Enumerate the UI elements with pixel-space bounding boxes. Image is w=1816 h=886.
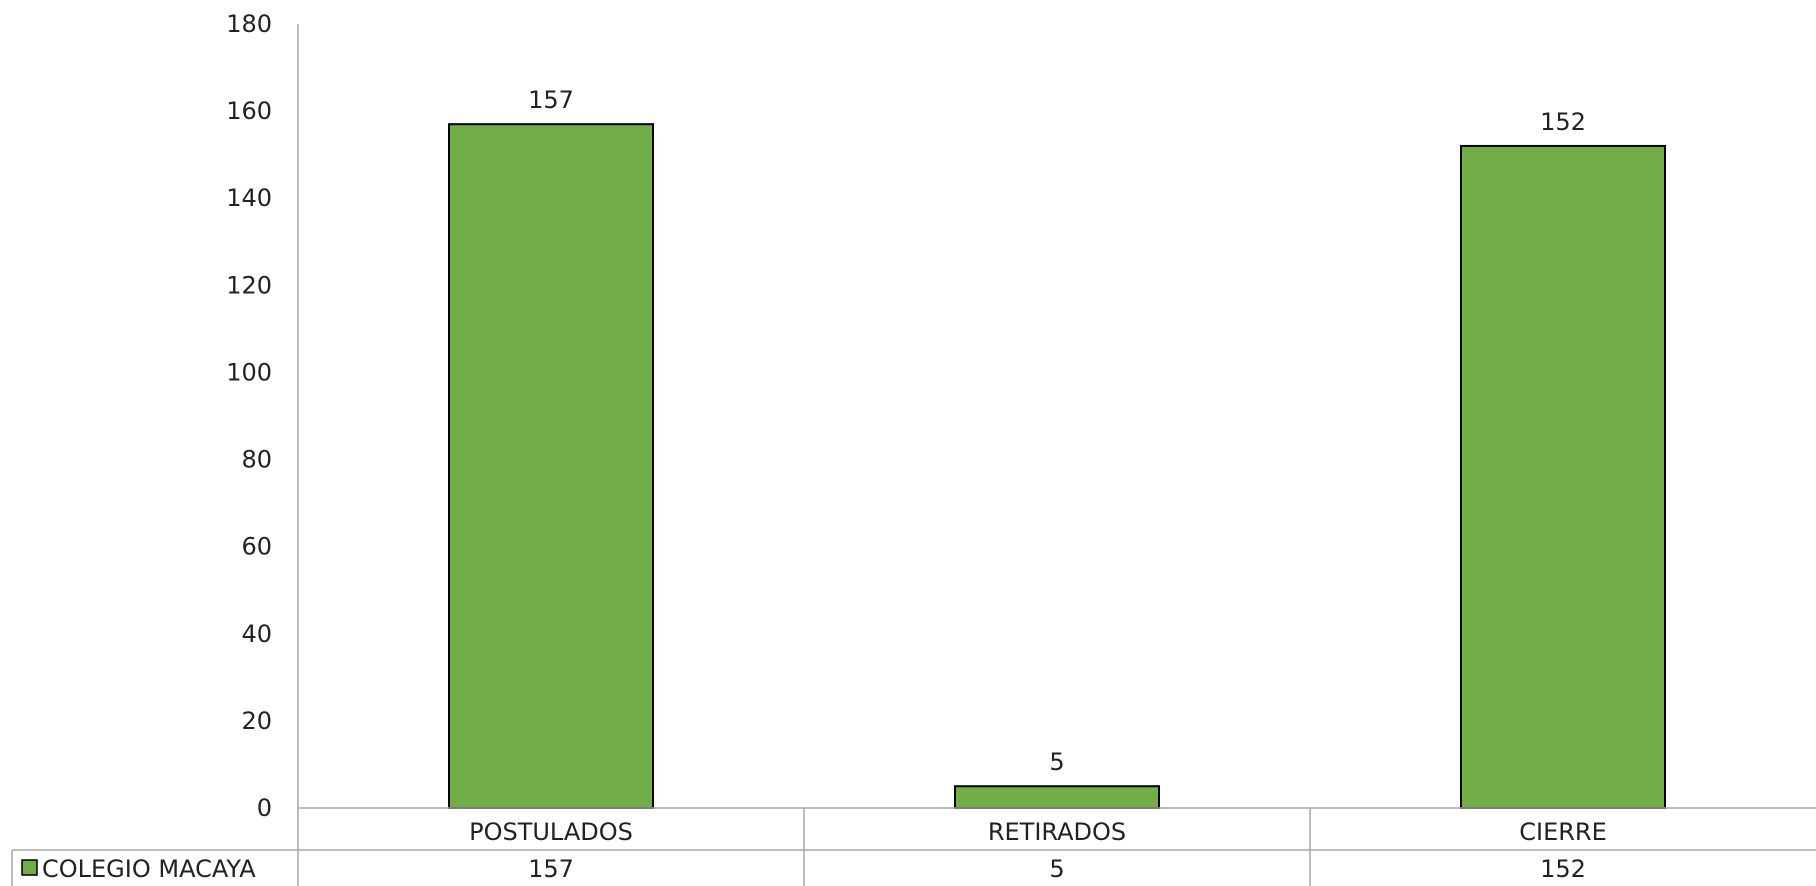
y-tick-label: 100 bbox=[226, 358, 272, 386]
data-label-retirados: 5 bbox=[1049, 748, 1064, 776]
y-tick-label: 140 bbox=[226, 184, 272, 212]
legend-series-name: COLEGIO MACAYA bbox=[42, 855, 256, 883]
y-tick-label: 80 bbox=[241, 446, 272, 474]
y-tick-label: 60 bbox=[241, 533, 272, 561]
data-labels: 157 5 152 bbox=[528, 86, 1586, 776]
y-tick-label: 20 bbox=[241, 707, 272, 735]
y-tick-label: 0 bbox=[257, 794, 272, 822]
table-value-postulados: 157 bbox=[528, 855, 574, 883]
bar-retirados bbox=[954, 785, 1160, 810]
data-label-postulados: 157 bbox=[528, 86, 574, 114]
y-tick-label: 120 bbox=[226, 271, 272, 299]
table-value-retirados: 5 bbox=[1049, 855, 1064, 883]
bars bbox=[448, 123, 1666, 810]
bar-cierre bbox=[1460, 144, 1666, 809]
category-label: RETIRADOS bbox=[988, 818, 1126, 846]
y-tick-label: 180 bbox=[226, 10, 272, 38]
data-table: POSTULADOS RETIRADOS CIERRE COLEGIO MACAYA 1… bbox=[11, 807, 1816, 886]
legend-swatch bbox=[21, 859, 38, 876]
y-tick-label: 160 bbox=[226, 97, 272, 125]
category-label: POSTULADOS bbox=[469, 818, 633, 846]
bar-postulados bbox=[448, 123, 654, 809]
data-label-cierre: 152 bbox=[1540, 108, 1586, 136]
category-label: CIERRE bbox=[1519, 818, 1607, 846]
y-tick-label: 40 bbox=[241, 620, 272, 648]
table-value-cierre: 152 bbox=[1540, 855, 1586, 883]
y-axis: 0 20 40 60 80 100 120 140 160 180 bbox=[226, 10, 299, 822]
